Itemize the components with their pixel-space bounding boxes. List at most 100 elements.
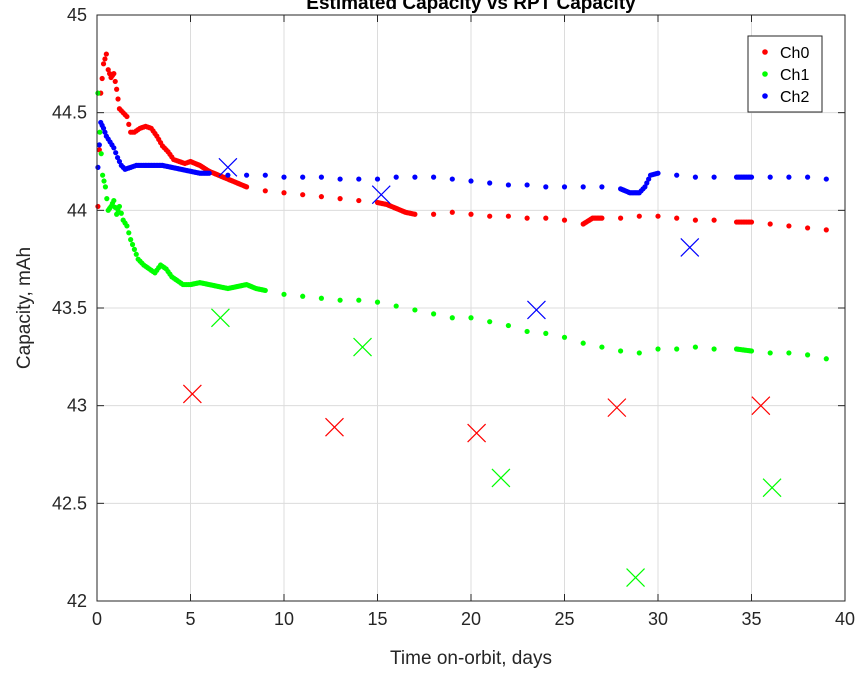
- data-point: [412, 307, 418, 313]
- data-point: [505, 213, 511, 219]
- data-point: [374, 299, 381, 305]
- data-point: [356, 197, 362, 204]
- data-point: [281, 174, 287, 180]
- data-point: [97, 129, 103, 135]
- data-point: [524, 328, 530, 335]
- grid: [96, 14, 846, 602]
- data-point: [262, 188, 268, 194]
- data-point: [114, 86, 120, 92]
- data-point: [487, 180, 493, 186]
- data-point: [116, 203, 123, 210]
- rpt-marker: [626, 568, 645, 587]
- y-tick-label: 42.5: [52, 493, 87, 513]
- data-point: [431, 174, 437, 180]
- data-point: [262, 172, 268, 178]
- data-point: [711, 174, 717, 180]
- data-point-fill: [102, 56, 108, 62]
- data-point: [786, 174, 792, 180]
- data-point: [95, 203, 101, 210]
- data-point-fill: [646, 176, 652, 182]
- rpt-marker: [371, 185, 391, 205]
- data-point: [823, 176, 829, 182]
- data-point-fill: [118, 210, 124, 216]
- x-tick-label: 10: [274, 609, 294, 629]
- data-point: [300, 192, 306, 198]
- data-point: [487, 319, 493, 325]
- data-point: [100, 172, 106, 178]
- tick-labels: 0 5 10 15 20 25 30 35 40 42 42.5 43 43.5 44 44.5 45: [52, 5, 855, 629]
- rpt-series-5-series: [218, 157, 700, 320]
- ch1-series: [95, 90, 829, 362]
- data-point: [468, 211, 474, 217]
- rpt-marker: [680, 238, 700, 257]
- data-point: [412, 211, 418, 217]
- data-point: [393, 174, 399, 180]
- data-point: [124, 113, 130, 120]
- data-point: [131, 246, 137, 252]
- data-point: [114, 211, 120, 217]
- data-point: [262, 287, 268, 294]
- data-point: [580, 184, 586, 190]
- data-point: [95, 164, 101, 170]
- data-point: [674, 215, 680, 221]
- data-point: [281, 291, 287, 297]
- data-point: [103, 51, 109, 57]
- data-point-fill: [113, 150, 119, 156]
- x-tick-label: 20: [461, 609, 481, 629]
- y-tick-label: 44.5: [52, 103, 87, 123]
- data-point-fill: [102, 129, 108, 135]
- ch2-series: [95, 119, 829, 196]
- x-tick-label: 0: [92, 609, 102, 629]
- data-point: [206, 170, 212, 176]
- data-point: [805, 225, 811, 231]
- data-point: [356, 297, 362, 303]
- data-point: [674, 172, 680, 178]
- legend-marker-ch2: [762, 93, 768, 99]
- data-point: [124, 223, 130, 229]
- y-tick-label: 45: [67, 5, 87, 25]
- data-point: [105, 67, 111, 73]
- data-point-fill: [101, 178, 107, 184]
- data-point-fill: [96, 147, 102, 153]
- data-point: [468, 178, 474, 184]
- data-point: [823, 227, 829, 233]
- data-point: [449, 315, 455, 321]
- data-point-fill: [112, 78, 118, 85]
- rpt-marker: [210, 308, 230, 328]
- data-point: [767, 350, 773, 356]
- y-tick-label: 43.5: [52, 298, 87, 318]
- x-axis-label: Time on-orbit, days: [390, 648, 552, 669]
- data-point: [505, 182, 511, 188]
- legend: Ch0 Ch1 Ch2: [747, 35, 823, 113]
- data-point: [244, 172, 250, 178]
- data-marks: [95, 51, 829, 587]
- data-point-fill: [99, 75, 105, 82]
- data-point: [487, 213, 493, 219]
- data-point: [636, 213, 642, 219]
- data-point: [642, 184, 648, 190]
- data-point: [692, 174, 699, 180]
- data-point: [337, 196, 343, 202]
- data-point: [524, 215, 530, 221]
- legend-marker-ch0: [762, 49, 768, 55]
- data-point: [100, 61, 107, 67]
- data-point: [561, 217, 568, 223]
- data-point: [786, 223, 792, 229]
- rpt-series-4-series: [210, 308, 782, 587]
- data-point: [543, 184, 549, 190]
- data-point-fill: [116, 158, 123, 165]
- y-axis-label: Capacity, mAh: [14, 247, 35, 369]
- x-tick-label: 40: [835, 609, 855, 629]
- data-point: [692, 344, 699, 350]
- data-point: [786, 350, 792, 356]
- data-point: [618, 348, 624, 354]
- data-point-fill: [644, 180, 650, 186]
- data-point: [111, 71, 117, 77]
- data-point-fill: [129, 241, 136, 248]
- legend-box: [747, 35, 823, 113]
- legend-label-ch0: Ch0: [780, 45, 809, 62]
- data-point: [748, 174, 755, 180]
- data-point-fill: [98, 151, 104, 157]
- data-point: [114, 154, 121, 161]
- data-point: [318, 194, 324, 200]
